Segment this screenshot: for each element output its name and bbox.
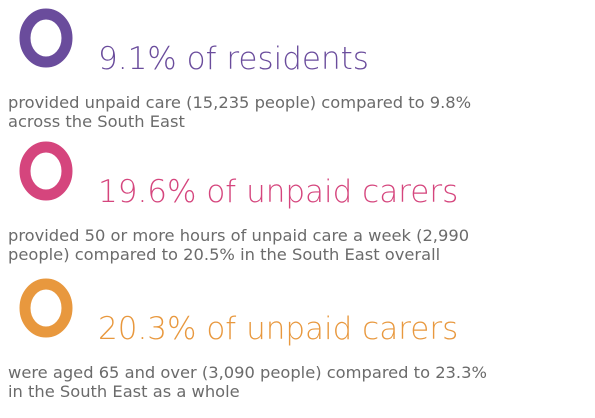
description: were aged 65 and over (3,090 people) com… <box>8 363 487 382</box>
headline: 19.6% of unpaid carers <box>98 174 458 210</box>
description: provided 50 or more hours of unpaid care… <box>8 226 469 245</box>
description: provided unpaid care (15,235 people) com… <box>8 93 471 112</box>
ring-icon <box>19 141 73 201</box>
headline: 9.1% of residents <box>98 41 369 77</box>
description: across the South East <box>8 112 185 131</box>
ring-icon <box>19 278 73 338</box>
description: in the South East as a whole <box>8 382 240 401</box>
headline: 20.3% of unpaid carers <box>98 311 458 347</box>
description: people) compared to 20.5% in the South E… <box>8 245 440 264</box>
ring-icon <box>19 8 73 68</box>
